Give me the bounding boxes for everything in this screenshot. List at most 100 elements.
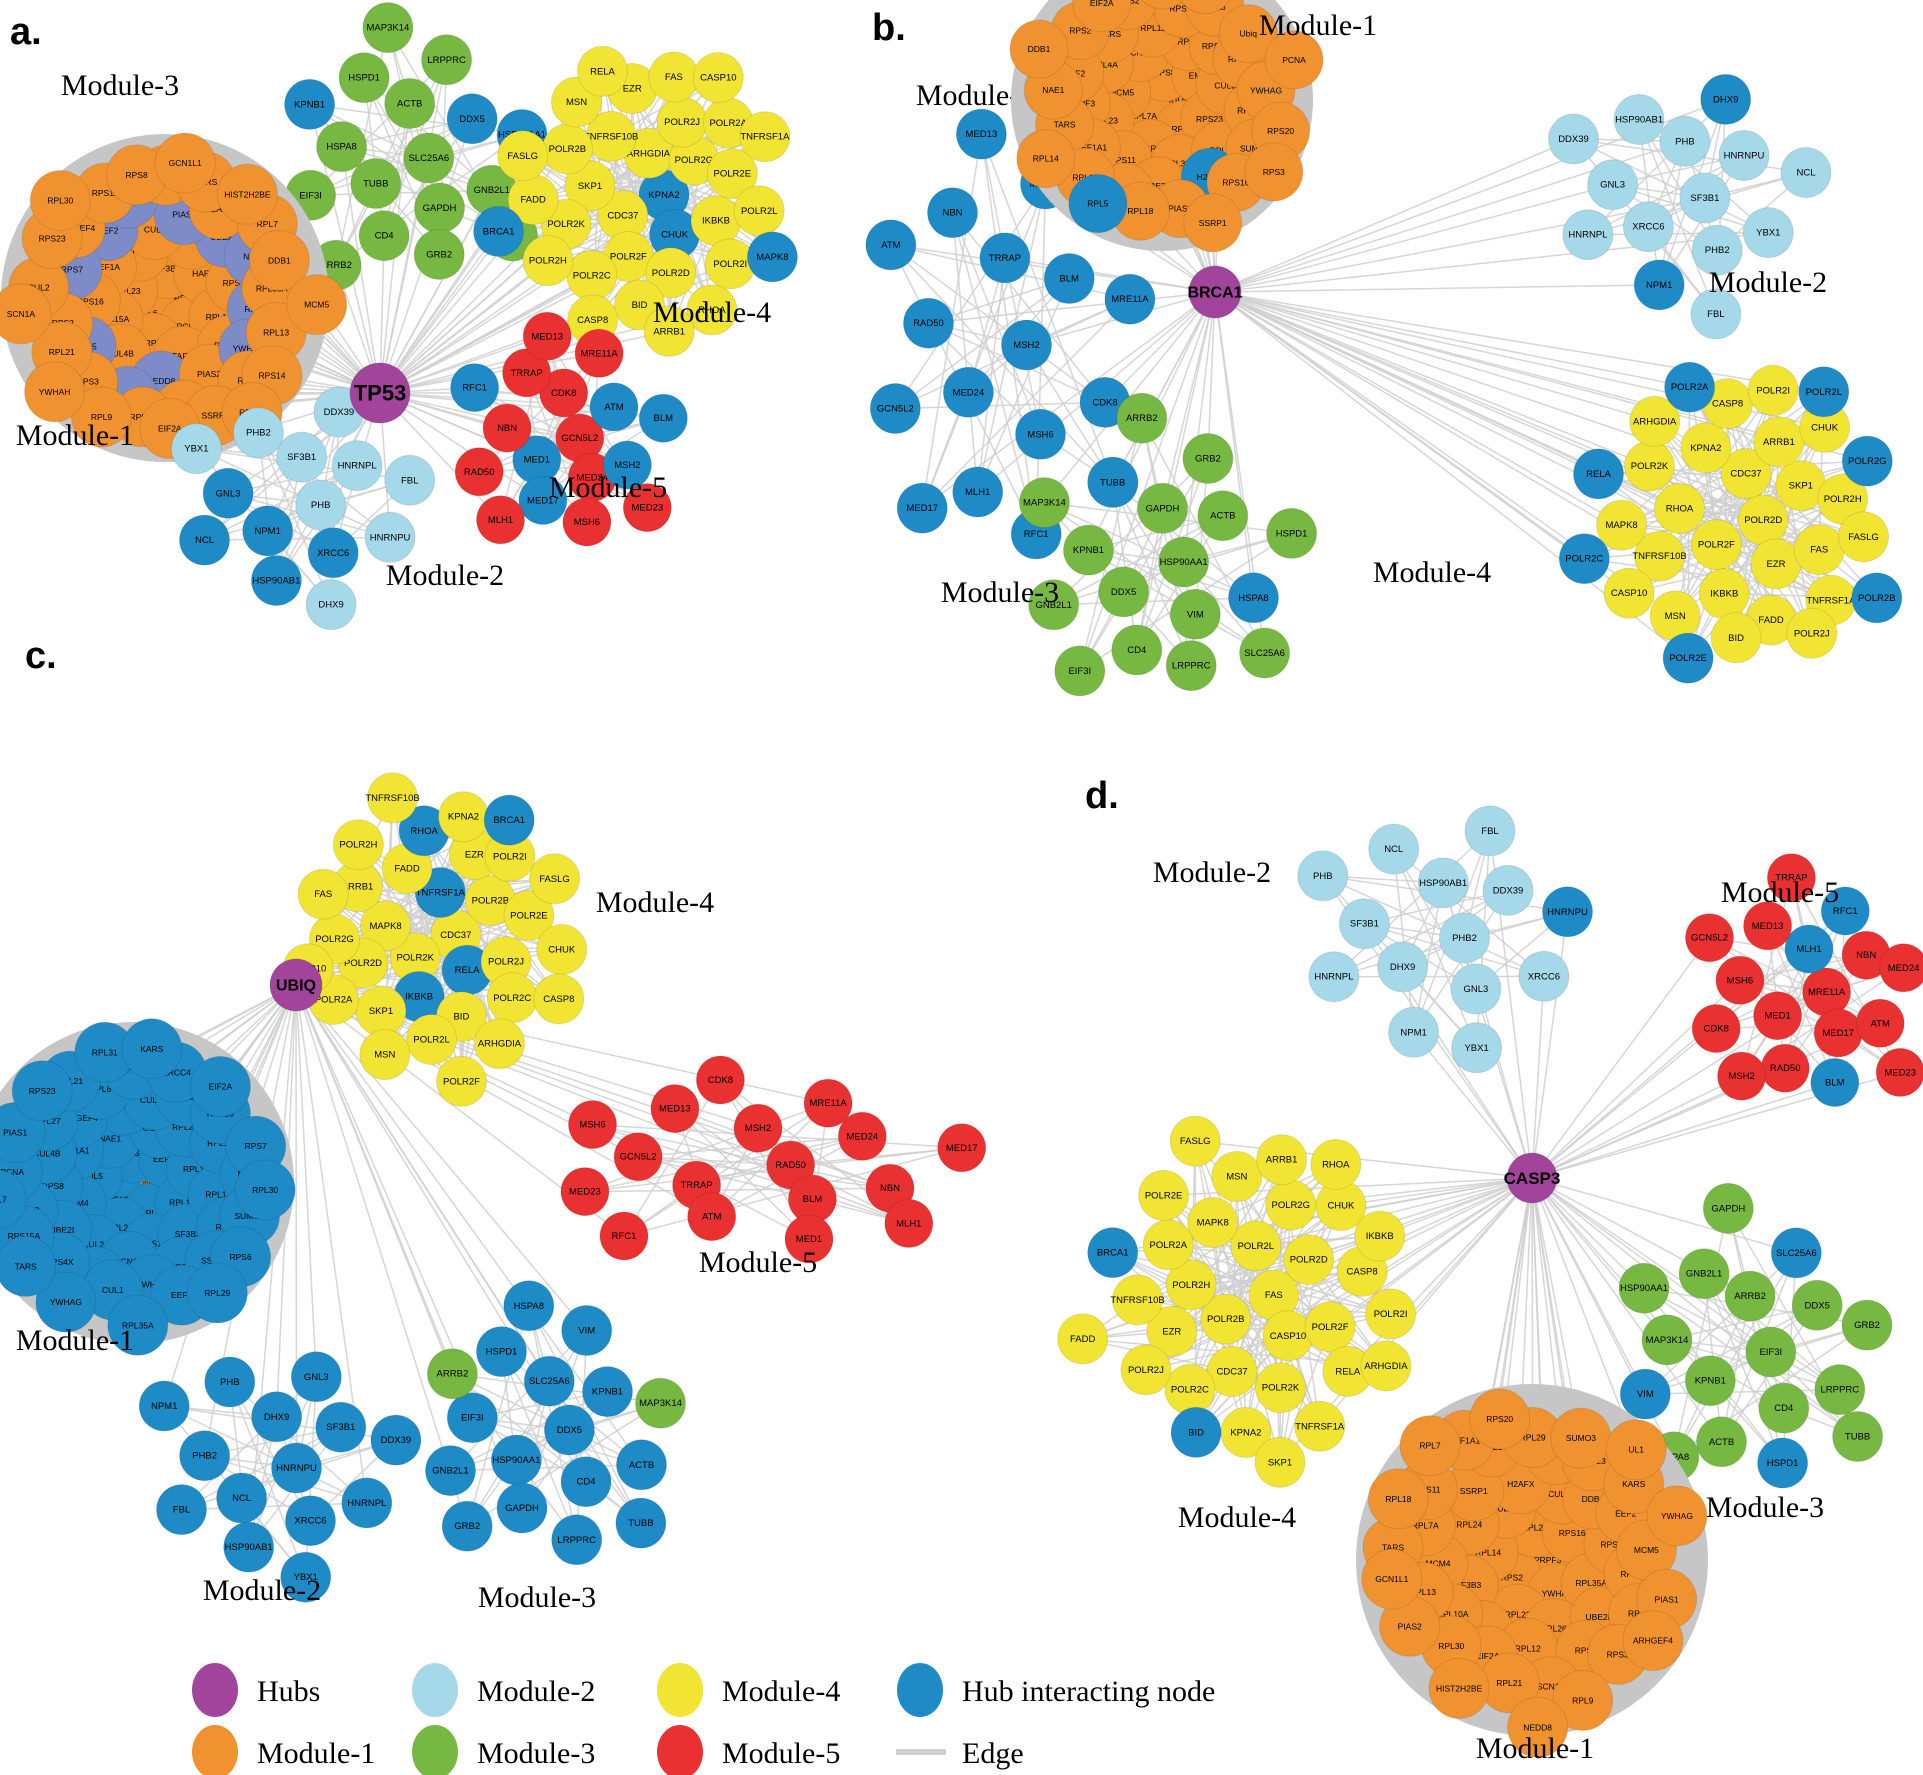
node-MED23[interactable]: MED23 bbox=[622, 483, 672, 533]
node-RPL31[interactable]: RPL31 bbox=[74, 1021, 136, 1083]
node-HNRNPL[interactable]: HNRNPL bbox=[1562, 209, 1614, 261]
node-GAPDH[interactable]: GAPDH bbox=[414, 182, 465, 234]
node-MED13[interactable]: MED13 bbox=[955, 108, 1007, 160]
node-POLR2H[interactable]: POLR2H bbox=[1165, 1259, 1217, 1311]
node-MRE11A[interactable]: MRE11A bbox=[803, 1078, 853, 1128]
node-CASP10[interactable]: CASP10 bbox=[692, 52, 744, 104]
node-NPM1[interactable]: NPM1 bbox=[242, 505, 294, 557]
node-FBL[interactable]: FBL bbox=[384, 454, 436, 506]
node-RPL5[interactable]: RPL5 bbox=[1068, 174, 1128, 234]
node-VIM[interactable]: VIM bbox=[561, 1305, 613, 1356]
node-MAPK8[interactable]: MAPK8 bbox=[1187, 1197, 1239, 1248]
node-GCN1L1[interactable]: GCN1L1 bbox=[1361, 1548, 1423, 1610]
node-HSP90AB1[interactable]: HSP90AB1 bbox=[250, 555, 302, 606]
node-HSP90AB1[interactable]: HSP90AB1 bbox=[1417, 857, 1469, 909]
node-POLR2F[interactable]: POLR2F bbox=[1690, 519, 1742, 571]
node-MED13[interactable]: MED13 bbox=[1743, 901, 1793, 951]
node-EIF3I[interactable]: EIF3I bbox=[1745, 1326, 1797, 1378]
node-SF3B1[interactable]: SF3B1 bbox=[315, 1401, 367, 1453]
node-NCL[interactable]: NCL bbox=[1368, 823, 1420, 875]
node-LRPPRC[interactable]: LRPPRC bbox=[421, 34, 473, 86]
node-MSH2[interactable]: MSH2 bbox=[1717, 1051, 1767, 1101]
node-HNRNPL[interactable]: HNRNPL bbox=[1308, 951, 1360, 1003]
node-MSH6[interactable]: MSH6 bbox=[568, 1100, 617, 1150]
node-HNRNPL[interactable]: HNRNPL bbox=[331, 440, 383, 492]
node-TUBB[interactable]: TUBB bbox=[1832, 1411, 1884, 1462]
node-FAS[interactable]: FAS bbox=[297, 868, 349, 920]
node-CHUK[interactable]: CHUK bbox=[536, 924, 588, 975]
node-POLR2L[interactable]: POLR2L bbox=[406, 1014, 458, 1065]
node-FBL[interactable]: FBL bbox=[1464, 805, 1516, 857]
node-MRE11A[interactable]: MRE11A bbox=[1802, 967, 1852, 1017]
node-HIST2H2BE[interactable]: HIST2H2BE bbox=[216, 163, 278, 225]
node-EZR[interactable]: EZR bbox=[1750, 538, 1802, 590]
node-BID[interactable]: BID bbox=[1170, 1406, 1222, 1458]
node-MAPK8[interactable]: MAPK8 bbox=[1596, 499, 1648, 551]
node-DDB1[interactable]: DDB1 bbox=[1009, 19, 1069, 79]
node-MAP3K14[interactable]: MAP3K14 bbox=[1641, 1314, 1693, 1366]
node-ACTB[interactable]: ACTB bbox=[1197, 490, 1249, 542]
node-FADD[interactable]: FADD bbox=[1057, 1313, 1109, 1365]
node-ACTB[interactable]: ACTB bbox=[616, 1439, 667, 1491]
node-IKBKB[interactable]: IKBKB bbox=[1354, 1210, 1406, 1262]
node-TUBB[interactable]: TUBB bbox=[350, 158, 402, 209]
node-HSP90AA1[interactable]: HSP90AA1 bbox=[490, 1434, 542, 1486]
node-DDB1[interactable]: DDB1 bbox=[248, 229, 310, 291]
node-POLR2C[interactable]: POLR2C bbox=[1558, 533, 1610, 585]
node-RPL21[interactable]: RPL21 bbox=[1134, 0, 1192, 10]
node-KPNB1[interactable]: KPNB1 bbox=[1063, 524, 1114, 576]
node-FASLG[interactable]: FASLG bbox=[1838, 511, 1889, 563]
node-NPM1[interactable]: NPM1 bbox=[1633, 259, 1685, 311]
node-CD4[interactable]: CD4 bbox=[1758, 1382, 1810, 1434]
node-HNRNPU[interactable]: HNRNPU bbox=[1542, 886, 1593, 938]
node-ARHGDIA[interactable]: ARHGDIA bbox=[1629, 395, 1681, 447]
node-RPS8[interactable]: RPS8 bbox=[106, 144, 168, 206]
node-MSH6[interactable]: MSH6 bbox=[562, 497, 612, 547]
node-RPL14[interactable]: RPL14 bbox=[1016, 129, 1076, 189]
node-MED24[interactable]: MED24 bbox=[837, 1111, 887, 1161]
node-VIM[interactable]: VIM bbox=[1169, 588, 1221, 640]
node-MED1[interactable]: MED1 bbox=[512, 435, 562, 485]
node-DDX5[interactable]: DDX5 bbox=[1098, 566, 1150, 618]
node-CD4[interactable]: CD4 bbox=[560, 1456, 612, 1508]
node-RELA[interactable]: RELA bbox=[577, 45, 628, 97]
node-TNFRSF10B[interactable]: TNFRSF10B bbox=[365, 772, 420, 824]
node-RAD50[interactable]: RAD50 bbox=[903, 297, 954, 349]
node-RAD50[interactable]: RAD50 bbox=[1760, 1043, 1810, 1093]
node-TNFRSF1A[interactable]: TNFRSF1A bbox=[739, 111, 791, 163]
node-HSPA8[interactable]: HSPA8 bbox=[1228, 572, 1279, 624]
node-RPL18[interactable]: RPL18 bbox=[1367, 1468, 1429, 1530]
node-PHB2[interactable]: PHB2 bbox=[1439, 912, 1490, 964]
node-MSN[interactable]: MSN bbox=[1211, 1151, 1263, 1202]
node-PHB[interactable]: PHB bbox=[1659, 115, 1711, 167]
node-DHX9[interactable]: DHX9 bbox=[1700, 73, 1752, 125]
node-GNB2L1[interactable]: GNB2L1 bbox=[1028, 579, 1080, 631]
node-PCNA[interactable]: PCNA bbox=[1264, 30, 1324, 90]
node-NEDD8[interactable]: NEDD8 bbox=[1507, 1696, 1569, 1758]
node-HSP90AB1[interactable]: HSP90AB1 bbox=[1613, 94, 1665, 145]
node-POLR2A[interactable]: POLR2A bbox=[1664, 361, 1716, 413]
node-DDX39[interactable]: DDX39 bbox=[1548, 113, 1599, 165]
node-LRPPRC[interactable]: LRPPRC bbox=[1814, 1364, 1866, 1416]
node-RPL30[interactable]: RPL30 bbox=[29, 170, 91, 232]
node-POLR2K[interactable]: POLR2K bbox=[1624, 440, 1675, 492]
node-ARRB2[interactable]: ARRB2 bbox=[1724, 1270, 1776, 1322]
node-MSN[interactable]: MSN bbox=[359, 1029, 411, 1081]
node-CDK8[interactable]: CDK8 bbox=[695, 1055, 745, 1105]
node-MED17[interactable]: MED17 bbox=[1813, 1008, 1863, 1058]
node-KPNB1[interactable]: KPNB1 bbox=[284, 78, 336, 130]
node-RPL9[interactable]: RPL9 bbox=[1552, 1669, 1614, 1731]
node-BRCA1[interactable]: BRCA1 bbox=[473, 205, 525, 257]
node-ARHGDIA[interactable]: ARHGDIA bbox=[1360, 1340, 1412, 1392]
node-IKBKB[interactable]: IKBKB bbox=[1698, 568, 1750, 620]
node-GNL3[interactable]: GNL3 bbox=[1587, 159, 1639, 211]
node-PHB[interactable]: PHB bbox=[204, 1356, 256, 1408]
node-SF3B1[interactable]: SF3B1 bbox=[276, 431, 328, 483]
node-RPL29[interactable]: RPL29 bbox=[1176, 0, 1234, 15]
node-HSP90AA1[interactable]: HSP90AA1 bbox=[1158, 536, 1210, 588]
node-ATM[interactable]: ATM bbox=[865, 219, 917, 271]
node-MSH6[interactable]: MSH6 bbox=[1015, 408, 1066, 460]
node-TUBB[interactable]: TUBB bbox=[615, 1497, 667, 1549]
node-DDX5[interactable]: DDX5 bbox=[446, 93, 498, 145]
node-RAD50[interactable]: RAD50 bbox=[454, 447, 504, 497]
